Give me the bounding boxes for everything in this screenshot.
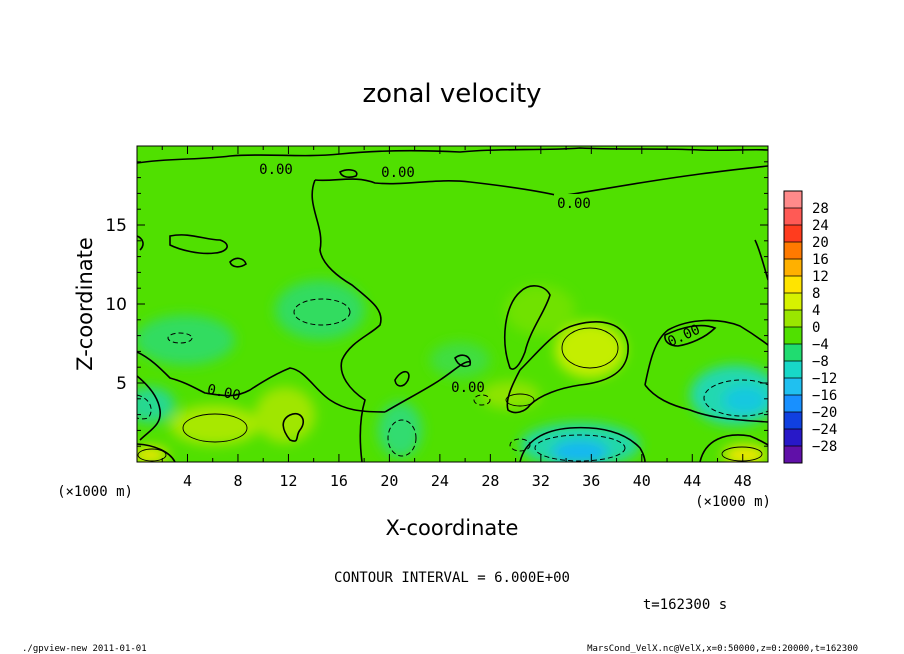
colorbar-swatch <box>784 412 802 430</box>
colorbar-swatch <box>784 361 802 379</box>
y-tick-label: 10 <box>105 295 127 315</box>
colorbar-label: 24 <box>812 218 829 234</box>
x-tick-label: 20 <box>380 472 398 490</box>
y-axis: 5 10 15 <box>105 161 768 447</box>
colorbar-label: −24 <box>812 422 837 438</box>
colorbar-label: −20 <box>812 405 837 421</box>
colorbar-label: −12 <box>812 371 837 387</box>
x-tick-label: 48 <box>734 472 752 490</box>
plot-area: 0.00 0.00 0.00 0.00 0.00 0.00 <box>137 146 768 462</box>
colorbar-label: 4 <box>812 303 820 319</box>
colorbar-label: 16 <box>812 252 829 268</box>
colorbar-label: −28 <box>812 439 837 455</box>
negative-contours <box>137 298 768 462</box>
colorbar-label: −16 <box>812 388 837 404</box>
colorbar-label: 28 <box>812 201 829 217</box>
chart-title: zonal velocity <box>362 79 541 109</box>
x-axis: 4 8 12 16 20 24 28 32 36 40 44 48 <box>161 146 752 490</box>
colorbar-label: 20 <box>812 235 829 251</box>
colorbar-swatch <box>784 429 802 447</box>
x-unit-label: (×1000 m) <box>695 494 771 510</box>
x-tick-label: 8 <box>233 472 242 490</box>
x-tick-label: 44 <box>683 472 701 490</box>
contour-label: 0.00 <box>381 165 415 181</box>
colorbar-swatch <box>784 208 802 226</box>
y-axis-title: Z-coordinate <box>73 237 97 371</box>
colorbar-swatch <box>784 225 802 243</box>
x-axis-title: X-coordinate <box>386 516 519 540</box>
colorbar-swatch <box>784 276 802 294</box>
colorbar-label: −8 <box>812 354 829 370</box>
colorbar-swatch <box>784 327 802 345</box>
colorbar-swatch <box>784 378 802 396</box>
colorbar-label: 12 <box>812 269 829 285</box>
y-tick-label: 5 <box>116 374 127 394</box>
y-unit-label: (×1000 m) <box>57 484 133 500</box>
contour-label: 0.00 <box>557 196 591 212</box>
colorbar-swatch <box>784 310 802 328</box>
colorbar-label: 8 <box>812 286 820 302</box>
x-tick-label: 16 <box>330 472 348 490</box>
colorbar-swatch <box>784 446 802 464</box>
contour-interval-text: CONTOUR INTERVAL = 6.000E+00 <box>334 570 570 586</box>
positive-contours <box>137 327 763 462</box>
x-tick-label: 12 <box>279 472 297 490</box>
x-tick-label: 36 <box>582 472 600 490</box>
contour-labels: 0.00 0.00 0.00 0.00 0.00 0.00 <box>206 160 703 404</box>
contour-label: 0.00 <box>206 382 242 405</box>
time-label: t=162300 s <box>643 597 727 613</box>
x-tick-label: 4 <box>183 472 192 490</box>
y-tick-label: 15 <box>105 216 127 236</box>
zero-contours <box>137 147 768 462</box>
colorbar-label: −4 <box>812 337 829 353</box>
x-tick-label: 40 <box>633 472 651 490</box>
footer-left: ./gpview-new 2011-01-01 <box>22 644 147 654</box>
colorbar-swatch <box>784 293 802 311</box>
x-tick-label: 32 <box>532 472 550 490</box>
contour-label: 0.00 <box>451 380 485 396</box>
x-tick-label: 24 <box>431 472 449 490</box>
colorbar-label: 0 <box>812 320 820 336</box>
colorbar-swatch <box>784 395 802 413</box>
x-tick-label: 28 <box>481 472 499 490</box>
colorbar-swatch <box>784 259 802 277</box>
footer-right: MarsCond_VelX.nc@VelX,x=0:50000,z=0:2000… <box>587 644 858 654</box>
colorbar-swatch <box>784 242 802 260</box>
colorbar-swatch <box>784 344 802 362</box>
contour-label: 0.00 <box>259 162 293 178</box>
colorbar-swatch <box>784 191 802 209</box>
